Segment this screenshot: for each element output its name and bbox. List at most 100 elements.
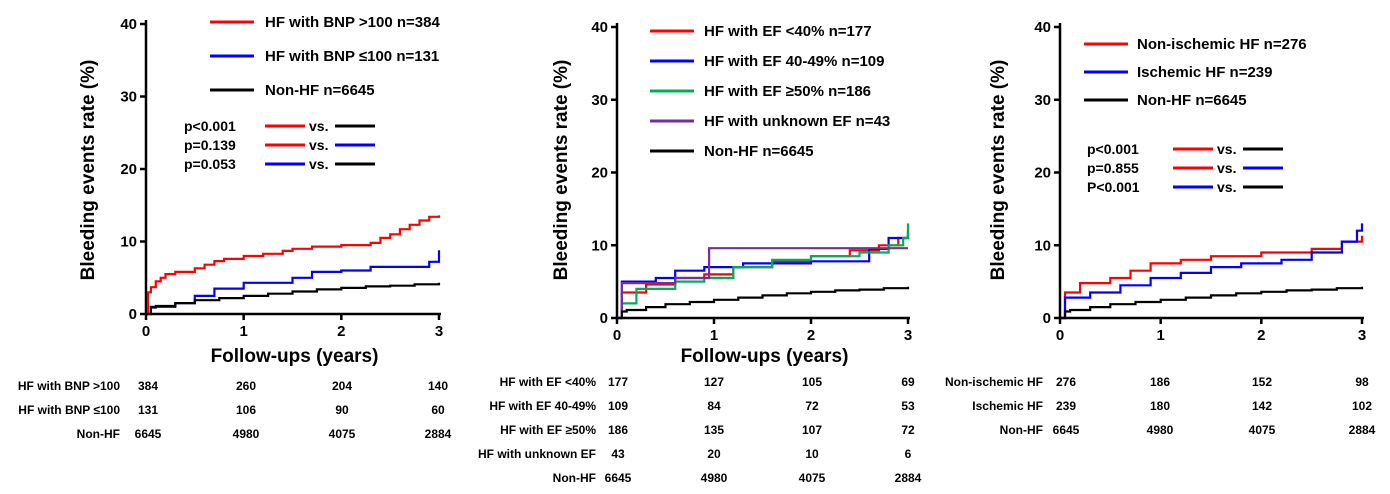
risk-cell: 6 — [905, 447, 912, 461]
risk-cell: 4075 — [1249, 423, 1276, 437]
risk-cell: 180 — [1150, 399, 1170, 413]
legend-label: Non-ischemic HF n=276 — [1137, 36, 1307, 53]
risk-row-label: HF with EF ≥50% — [500, 423, 596, 437]
risk-cell: 384 — [138, 379, 158, 393]
risk-cell: 135 — [704, 423, 724, 437]
risk-cell: 186 — [1150, 375, 1170, 389]
legend-label: Non-HF n=6645 — [704, 143, 814, 160]
risk-cell: 260 — [236, 379, 256, 393]
y-tick-label: 40 — [1034, 19, 1051, 36]
risk-cell: 186 — [608, 423, 628, 437]
series-line-2 — [146, 250, 441, 316]
legend-label: HF with EF ≥50% n=186 — [704, 83, 871, 100]
vs-label: vs. — [1217, 160, 1236, 176]
risk-row-label: HF with BNP ≤100 — [18, 403, 120, 417]
risk-cell: 60 — [431, 403, 445, 417]
risk-row-label: HF with EF <40% — [500, 375, 597, 389]
chart-panel-2: 0 10 20 30 40 0 1 2 3 Bleeding events rate (%) Fol… — [478, 19, 922, 485]
risk-cell: 204 — [332, 379, 352, 393]
series-line-5 — [617, 286, 910, 320]
risk-cell: 43 — [611, 447, 625, 461]
risk-cell: 6645 — [135, 427, 162, 441]
series-line-3 — [1060, 286, 1364, 320]
risk-cell: 2884 — [425, 427, 452, 441]
risk-cell: 105 — [802, 375, 822, 389]
p-value-label: p<0.001 — [1087, 141, 1139, 157]
risk-row-label: HF with unknown EF — [478, 447, 596, 461]
risk-cell: 127 — [704, 375, 724, 389]
risk-cell: 4075 — [799, 471, 826, 485]
risk-table: HF with BNP >100 384 260 204 140 HF with BNP … — [18, 379, 452, 441]
x-tick-label: 2 — [1257, 327, 1265, 344]
y-tick-label: 20 — [120, 161, 137, 178]
y-tick-label: 0 — [600, 310, 608, 327]
x-tick-label: 1 — [239, 323, 247, 340]
x-tick-label: 1 — [1156, 327, 1164, 344]
x-tick-label: 0 — [142, 323, 150, 340]
risk-cell: 276 — [1056, 375, 1076, 389]
risk-cell: 4980 — [233, 427, 260, 441]
chart-panel-1: 0 10 20 30 40 0 1 2 3 Bleeding events rate (%) Fol… — [18, 14, 452, 441]
chart-panel-3: 0 10 20 30 40 0 1 2 3 Bleeding events rate (%) Non… — [945, 19, 1376, 437]
y-axis-label: Bleeding events rate (%) — [551, 60, 572, 281]
y-tick-label: 40 — [120, 16, 137, 33]
legend-label: HF with BNP ≤100 n=131 — [265, 48, 439, 65]
vs-label: vs. — [1217, 179, 1236, 195]
risk-cell: 69 — [901, 375, 915, 389]
risk-row-label: Ischemic HF — [972, 399, 1043, 413]
y-tick-label: 20 — [591, 165, 608, 182]
x-tick-label: 3 — [1358, 327, 1366, 344]
y-tick-label: 40 — [591, 19, 608, 36]
legend-label: HF with EF 40-49% n=109 — [704, 53, 884, 70]
y-tick-label: 30 — [120, 89, 137, 106]
series-line-1 — [146, 215, 441, 316]
risk-row-label: HF with EF 40-49% — [489, 399, 596, 413]
vs-label: vs. — [309, 156, 328, 172]
risk-cell: 142 — [1252, 399, 1272, 413]
legend-label: Non-HF n=6645 — [265, 82, 375, 99]
y-tick-label: 10 — [120, 234, 137, 251]
p-value-label: p=0.139 — [184, 137, 236, 153]
vs-label: vs. — [309, 118, 328, 134]
series-line-1 — [617, 232, 910, 320]
risk-row-label: Non-HF — [1000, 423, 1043, 437]
series-line-2 — [1060, 223, 1364, 320]
risk-cell: 107 — [802, 423, 822, 437]
x-tick-label: 3 — [904, 327, 912, 344]
series-line-3 — [146, 282, 441, 316]
risk-table: Non-ischemic HF 276 186 152 98 Ischemic HF 239… — [945, 375, 1376, 437]
risk-cell: 72 — [805, 399, 819, 413]
p-value-label: p=0.855 — [1087, 160, 1139, 176]
x-tick-label: 3 — [435, 323, 443, 340]
risk-row-label: Non-ischemic HF — [945, 375, 1043, 389]
legend-label: HF with EF <40% n=177 — [704, 23, 872, 40]
risk-cell: 10 — [805, 447, 819, 461]
y-tick-label: 0 — [1043, 310, 1051, 327]
x-tick-label: 2 — [337, 323, 345, 340]
p-value-label: P<0.001 — [1087, 179, 1140, 195]
legend-label: Ischemic HF n=239 — [1137, 64, 1272, 81]
risk-row-label: Non-HF — [77, 427, 120, 441]
risk-cell: 53 — [901, 399, 915, 413]
risk-cell: 102 — [1352, 399, 1372, 413]
vs-label: vs. — [1217, 141, 1236, 157]
risk-cell: 6645 — [1053, 423, 1080, 437]
x-axis-label: Follow-ups (years) — [681, 346, 849, 367]
x-tick-label: 2 — [807, 327, 815, 344]
series-line-3 — [617, 223, 910, 320]
risk-cell: 4980 — [1147, 423, 1174, 437]
y-tick-label: 30 — [1034, 92, 1051, 109]
risk-table: HF with EF <40% 177 127 105 69 HF with EF 40-… — [478, 375, 922, 485]
risk-cell: 72 — [901, 423, 915, 437]
legend-label: HF with unknown EF n=43 — [704, 113, 890, 130]
vs-label: vs. — [309, 137, 328, 153]
risk-cell: 6645 — [605, 471, 632, 485]
y-axis-label: Bleeding events rate (%) — [988, 60, 1009, 281]
legend-label: Non-HF n=6645 — [1137, 92, 1247, 109]
y-tick-label: 10 — [1034, 237, 1051, 254]
series-line-2 — [617, 230, 910, 320]
risk-cell: 106 — [236, 403, 256, 417]
y-tick-label: 20 — [1034, 165, 1051, 182]
x-tick-label: 0 — [1056, 327, 1064, 344]
